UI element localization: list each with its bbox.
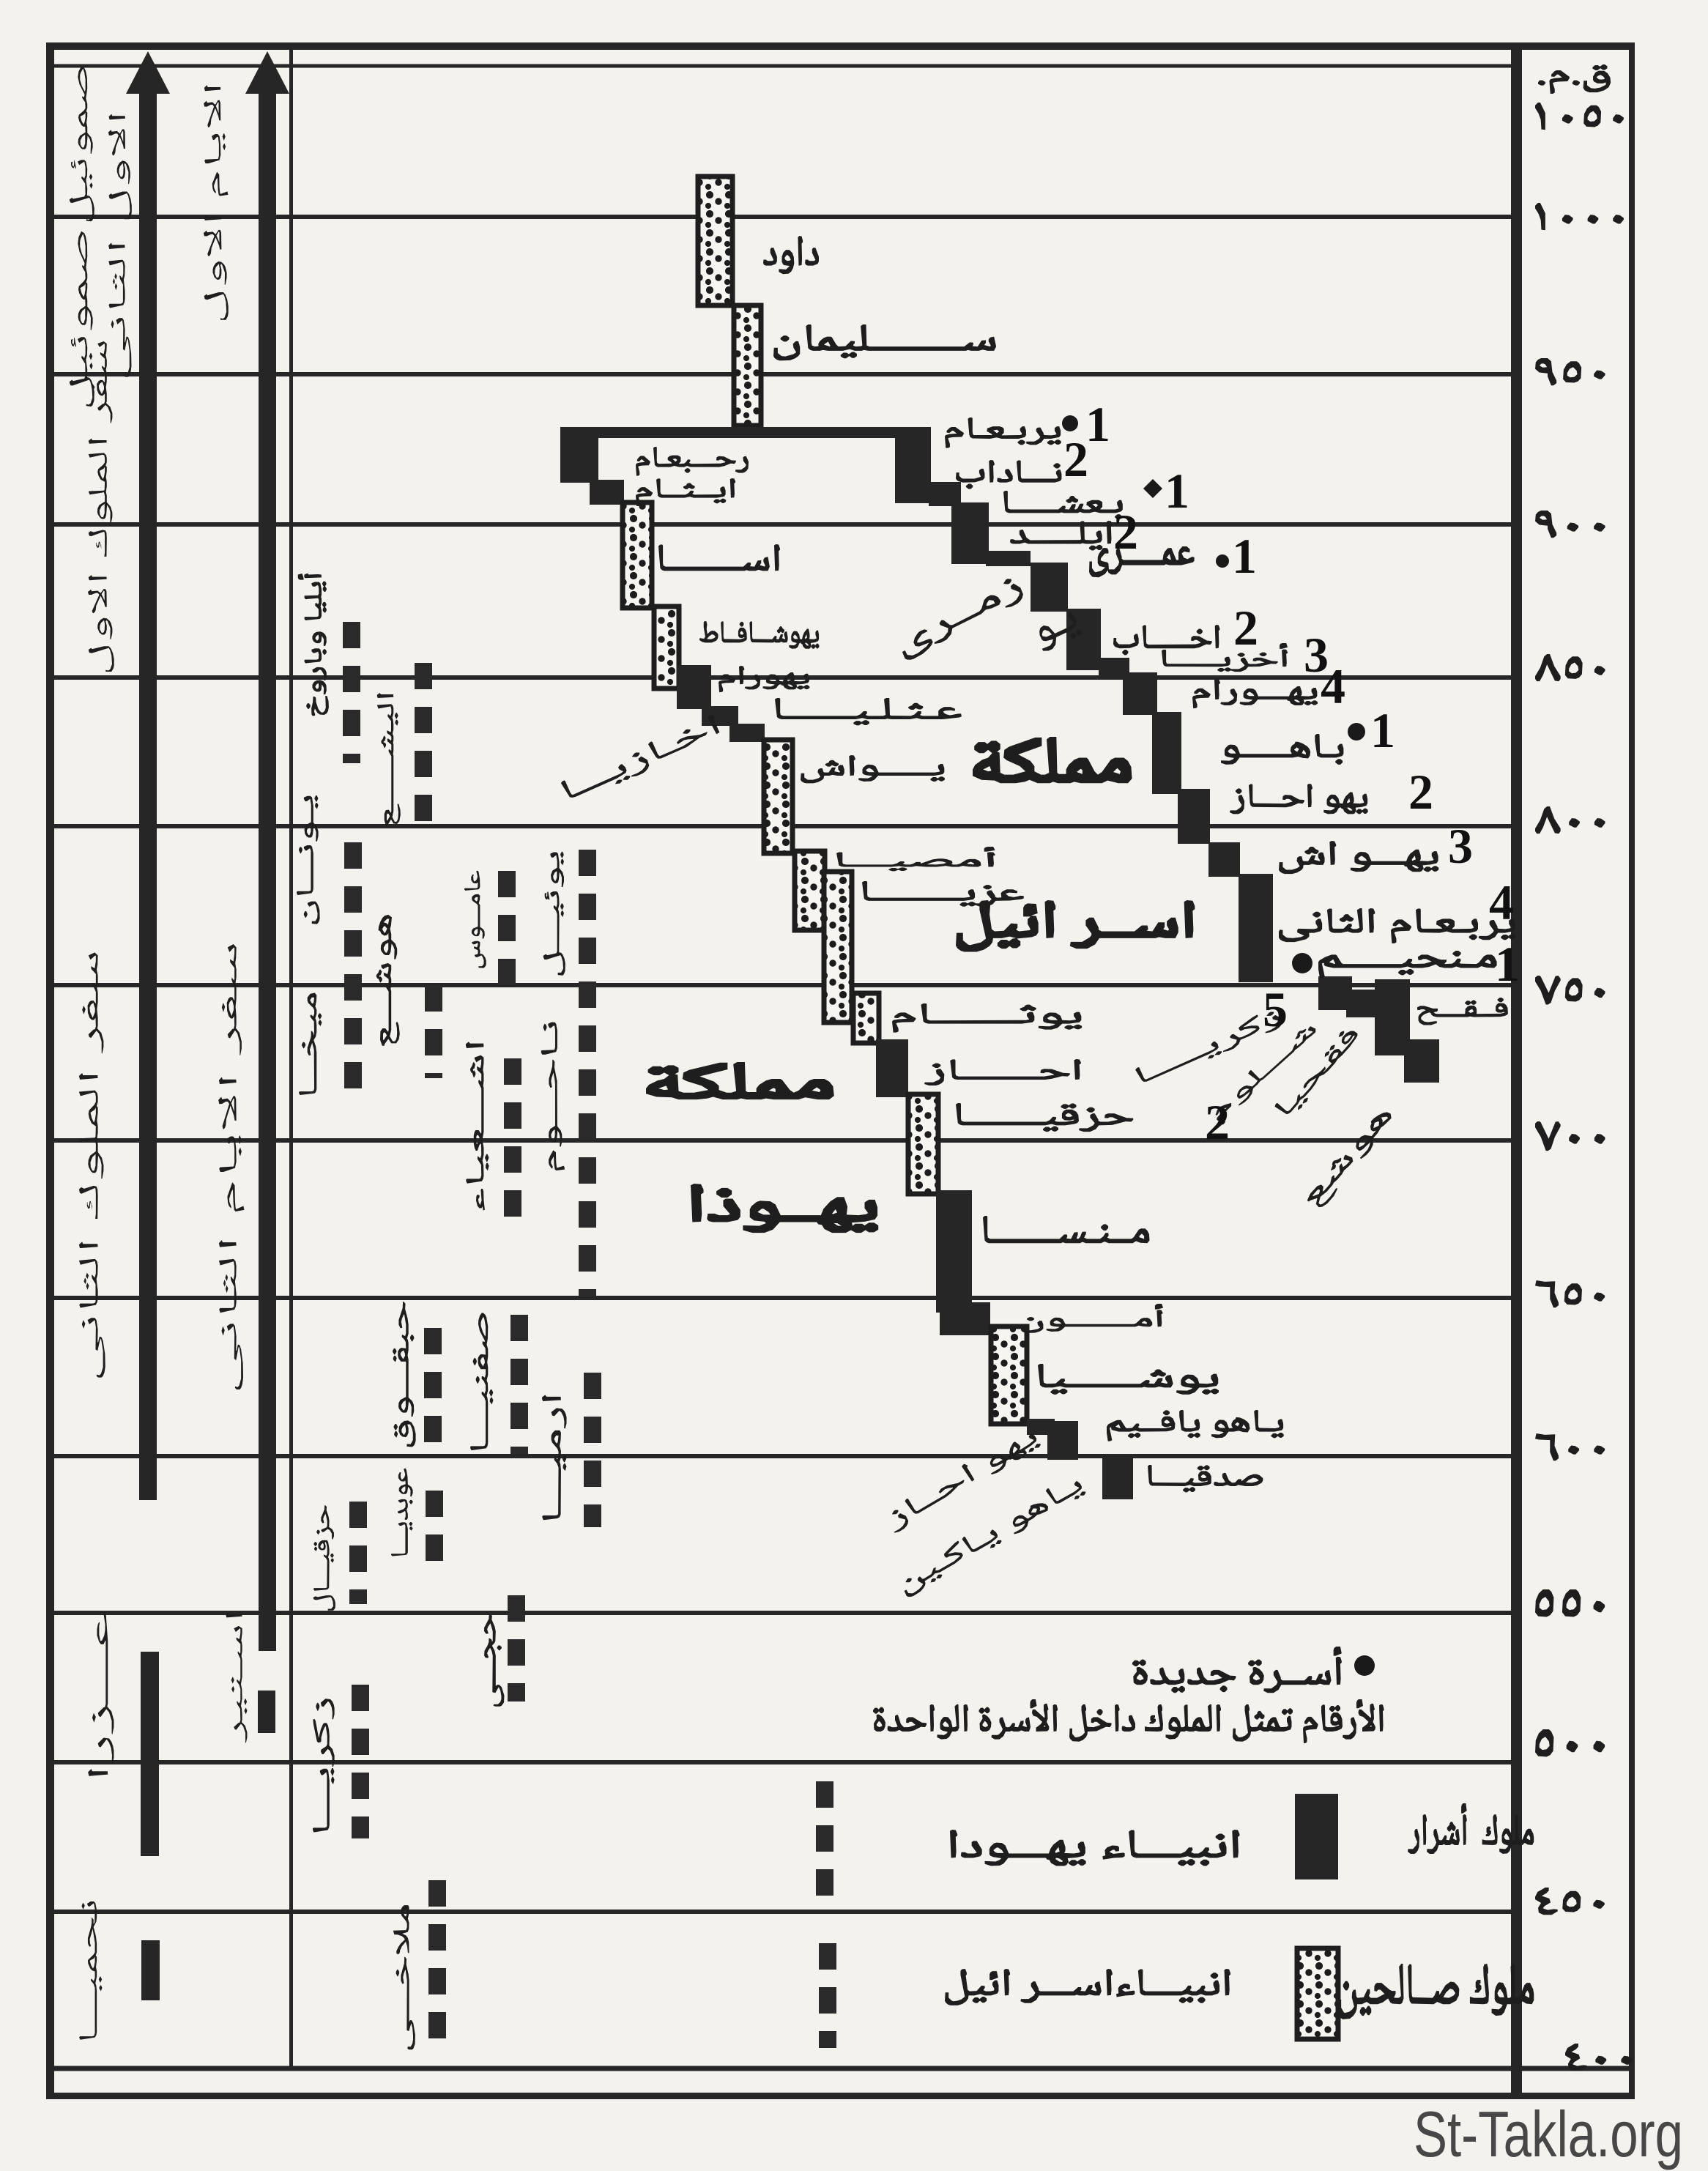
svg-text:4: 4: [1321, 658, 1345, 714]
svg-text:2: 2: [1205, 1094, 1230, 1150]
svg-text:2: 2: [1063, 431, 1088, 487]
svg-text:4: 4: [1489, 875, 1514, 930]
svg-text:2: 2: [1113, 504, 1138, 560]
svg-text:St-Takla.org: St-Takla.org: [1414, 2098, 1683, 2170]
svg-text:1: 1: [1495, 936, 1520, 992]
svg-text:5: 5: [1263, 981, 1288, 1037]
svg-text:3: 3: [1304, 627, 1329, 683]
svg-text:3: 3: [1448, 818, 1473, 874]
svg-text:2: 2: [1233, 600, 1258, 656]
svg-text:2: 2: [1408, 764, 1433, 820]
svg-text:1: 1: [1085, 396, 1110, 452]
svg-text:1: 1: [1165, 463, 1189, 519]
svg-text:1: 1: [1370, 702, 1395, 758]
svg-text:1: 1: [1232, 528, 1257, 584]
